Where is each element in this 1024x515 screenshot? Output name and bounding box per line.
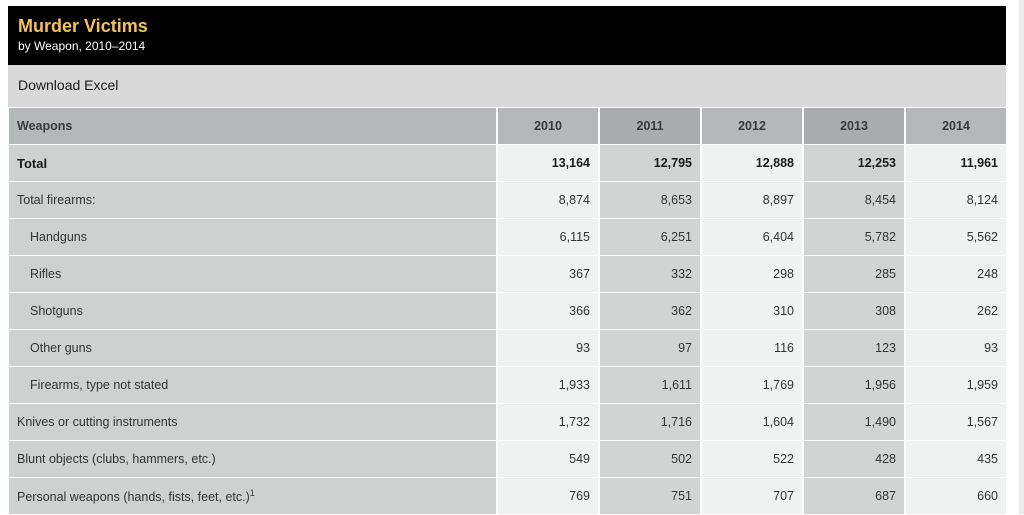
cell-2014: 11,961	[906, 145, 1006, 182]
cell-2014: 262	[906, 293, 1006, 330]
row-label-text: Knives or cutting instruments	[17, 415, 178, 429]
cell-2013: 687	[804, 478, 904, 515]
cell-2013: 12,253	[804, 145, 904, 182]
cell-2012: 298	[702, 256, 802, 293]
cell-2014: 93	[906, 330, 1006, 367]
cell-2014: 8,124	[906, 182, 1006, 219]
cell-2011: 1,611	[600, 367, 700, 404]
cell-2012: 310	[702, 293, 802, 330]
cell-2010: 13,164	[498, 145, 598, 182]
cell-2011: 332	[600, 256, 700, 293]
cell-2011: 502	[600, 441, 700, 478]
column-header-2010: 2010	[498, 108, 598, 145]
row-label: Shotguns	[9, 293, 496, 330]
row-label-text: Total firearms:	[17, 193, 96, 207]
column-header-2012: 2012	[702, 108, 802, 145]
table-subtitle: by Weapon, 2010–2014	[18, 39, 146, 53]
row-label-text: Other guns	[30, 341, 92, 355]
download-bar: Download Excel	[8, 65, 1006, 108]
row-label: Total	[9, 145, 496, 182]
column-header-weapons: Weapons	[9, 108, 496, 145]
cell-2010: 366	[498, 293, 598, 330]
cell-2010: 8,874	[498, 182, 598, 219]
cell-2011: 8,653	[600, 182, 700, 219]
cell-2013: 123	[804, 330, 904, 367]
column-header-2014: 2014	[906, 108, 1006, 145]
cell-2013: 8,454	[804, 182, 904, 219]
cell-2011: 362	[600, 293, 700, 330]
cell-2010: 367	[498, 256, 598, 293]
cell-2012: 522	[702, 441, 802, 478]
table-row: Shotguns 366 362 310 308 262	[9, 293, 1006, 330]
cell-2010: 93	[498, 330, 598, 367]
cell-2010: 1,933	[498, 367, 598, 404]
table-row: Personal weapons (hands, fists, feet, et…	[9, 478, 1006, 515]
row-label: Rifles	[9, 256, 496, 293]
cell-2010: 769	[498, 478, 598, 515]
cell-2013: 308	[804, 293, 904, 330]
cell-2014: 248	[906, 256, 1006, 293]
table-row: Other guns 93 97 116 123 93	[9, 330, 1006, 367]
table-row: Rifles 367 332 298 285 248	[9, 256, 1006, 293]
row-label: Knives or cutting instruments	[9, 404, 496, 441]
row-label: Blunt objects (clubs, hammers, etc.)	[9, 441, 496, 478]
cell-2011: 751	[600, 478, 700, 515]
cell-2014: 1,959	[906, 367, 1006, 404]
table-header-row: Weapons 2010 2011 2012 2013 2014	[9, 108, 1006, 145]
row-label-text: Total	[17, 155, 48, 171]
cell-2013: 285	[804, 256, 904, 293]
cell-2011: 6,251	[600, 219, 700, 256]
table-title: Murder Victims	[18, 16, 148, 36]
cell-2012: 8,897	[702, 182, 802, 219]
cell-2014: 5,562	[906, 219, 1006, 256]
cell-2014: 435	[906, 441, 1006, 478]
cell-2014: 660	[906, 478, 1006, 515]
column-header-2013: 2013	[804, 108, 904, 145]
row-label-text: Blunt objects (clubs, hammers, etc.)	[17, 452, 216, 466]
row-label: Total firearms:	[9, 182, 496, 219]
cell-2012: 12,888	[702, 145, 802, 182]
table-row: Knives or cutting instruments 1,732 1,716 1…	[9, 404, 1006, 441]
cell-2011: 97	[600, 330, 700, 367]
column-header-2011: 2011	[600, 108, 700, 145]
row-label-text: Personal weapons (hands, fists, feet, et…	[17, 490, 250, 505]
row-label-text: Shotguns	[30, 304, 83, 318]
cell-2012: 116	[702, 330, 802, 367]
row-label: Other guns	[9, 330, 496, 367]
cell-2013: 5,782	[804, 219, 904, 256]
cell-2010: 549	[498, 441, 598, 478]
cell-2010: 6,115	[498, 219, 598, 256]
cell-2010: 1,732	[498, 404, 598, 441]
table-row: Firearms, type not stated 1,933 1,611 1,769…	[9, 367, 1006, 404]
table-row-total: Total 13,164 12,795 12,888 12,253 11,961	[9, 145, 1006, 182]
row-label: Personal weapons (hands, fists, feet, et…	[9, 478, 496, 515]
table-row: Total firearms: 8,874 8,653 8,897 8,454 8,124	[9, 182, 1006, 219]
cell-2014: 1,567	[906, 404, 1006, 441]
cell-2012: 1,769	[702, 367, 802, 404]
murder-victims-table: Weapons 2010 2011 2012 2013 2014 Total 13…	[7, 108, 1008, 515]
data-table-widget: Murder Victims by Weapon, 2010–2014 Down…	[7, 6, 1008, 515]
cell-2012: 1,604	[702, 404, 802, 441]
row-label: Firearms, type not stated	[9, 367, 496, 404]
scrollbar-edge[interactable]	[1019, 0, 1024, 514]
table-row: Handguns 6,115 6,251 6,404 5,782 5,562	[9, 219, 1006, 256]
row-label-text: Firearms, type not stated	[30, 378, 169, 392]
cell-2011: 1,716	[600, 404, 700, 441]
row-label-text: Rifles	[30, 267, 62, 281]
title-bar: Murder Victims by Weapon, 2010–2014	[8, 6, 1006, 65]
row-label: Handguns	[9, 219, 496, 256]
cell-2012: 6,404	[702, 219, 802, 256]
cell-2013: 1,956	[804, 367, 904, 404]
table-row: Blunt objects (clubs, hammers, etc.) 549 5…	[9, 441, 1006, 478]
cell-2013: 428	[804, 441, 904, 478]
download-excel-link[interactable]: Download Excel	[18, 77, 119, 93]
footnote-marker: 1	[249, 487, 255, 498]
cell-2012: 707	[702, 478, 802, 515]
row-label-text: Handguns	[30, 230, 87, 244]
cell-2011: 12,795	[600, 145, 700, 182]
cell-2013: 1,490	[804, 404, 904, 441]
